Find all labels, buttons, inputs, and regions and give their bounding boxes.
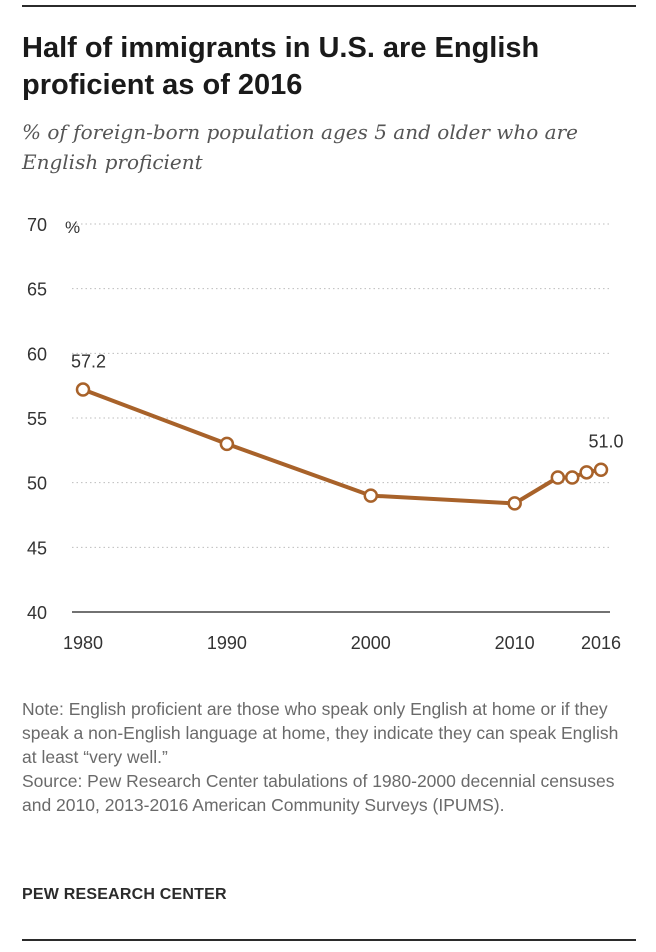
- bottom-rule: [22, 939, 636, 941]
- data-point-1980: [75, 382, 91, 397]
- y-tick-label-65: 65: [27, 280, 47, 300]
- y-tick-label-70: 70: [27, 215, 47, 235]
- x-axis-tick-labels: 1980 1990 2000 2010 2016: [63, 633, 621, 653]
- y-tick-label-50: 50: [27, 474, 47, 494]
- y-tick-label-55: 55: [27, 409, 47, 429]
- data-point-1990: [219, 436, 235, 452]
- data-labels: 57.2 51.0: [71, 352, 624, 452]
- series-line-path: [81, 387, 603, 506]
- pew-research-center-logo: PEW RESEARCH CENTER: [22, 886, 227, 903]
- y-tick-label-40: 40: [27, 603, 47, 623]
- x-tick-label-2016: 2016: [581, 633, 621, 653]
- chart-note: Note: English proficient are those who s…: [22, 697, 636, 817]
- data-label-2016: 51.0: [588, 432, 623, 452]
- gridlines: [72, 223, 610, 613]
- series-markers: [75, 382, 609, 511]
- x-tick-label-1980: 1980: [63, 633, 103, 653]
- x-tick-label-1990: 1990: [207, 633, 247, 653]
- line-chart: 40 45 50 55 60 65 70% 1980 1990 2000 2010 2016 57.…: [27, 215, 624, 653]
- y-tick-label-60: 60: [27, 344, 47, 364]
- data-label-1980: 57.2: [71, 352, 106, 372]
- y-tick-label-45: 45: [27, 538, 47, 558]
- data-point-2013: [550, 470, 566, 485]
- chart-title: Half of immigrants in U.S. are English p…: [22, 32, 540, 101]
- note-text: Note: English proficient are those who s…: [22, 699, 619, 767]
- x-tick-label-2010: 2010: [495, 633, 535, 653]
- top-rule: [22, 5, 636, 7]
- series-line: [81, 387, 603, 506]
- y-unit-label: %: [65, 218, 80, 237]
- data-point-2014: [564, 470, 580, 485]
- data-point-2015: [579, 465, 594, 480]
- data-point-2016: [593, 462, 609, 477]
- x-tick-label-2000: 2000: [351, 633, 391, 653]
- source-text: Source: Pew Research Center tabulations …: [22, 771, 615, 815]
- y-axis-tick-labels: 40 45 50 55 60 65 70%: [27, 215, 80, 623]
- data-point-2010: [507, 496, 522, 511]
- chart-subtitle: % of foreign-born population ages 5 and …: [22, 120, 578, 174]
- data-point-2000: [363, 488, 379, 503]
